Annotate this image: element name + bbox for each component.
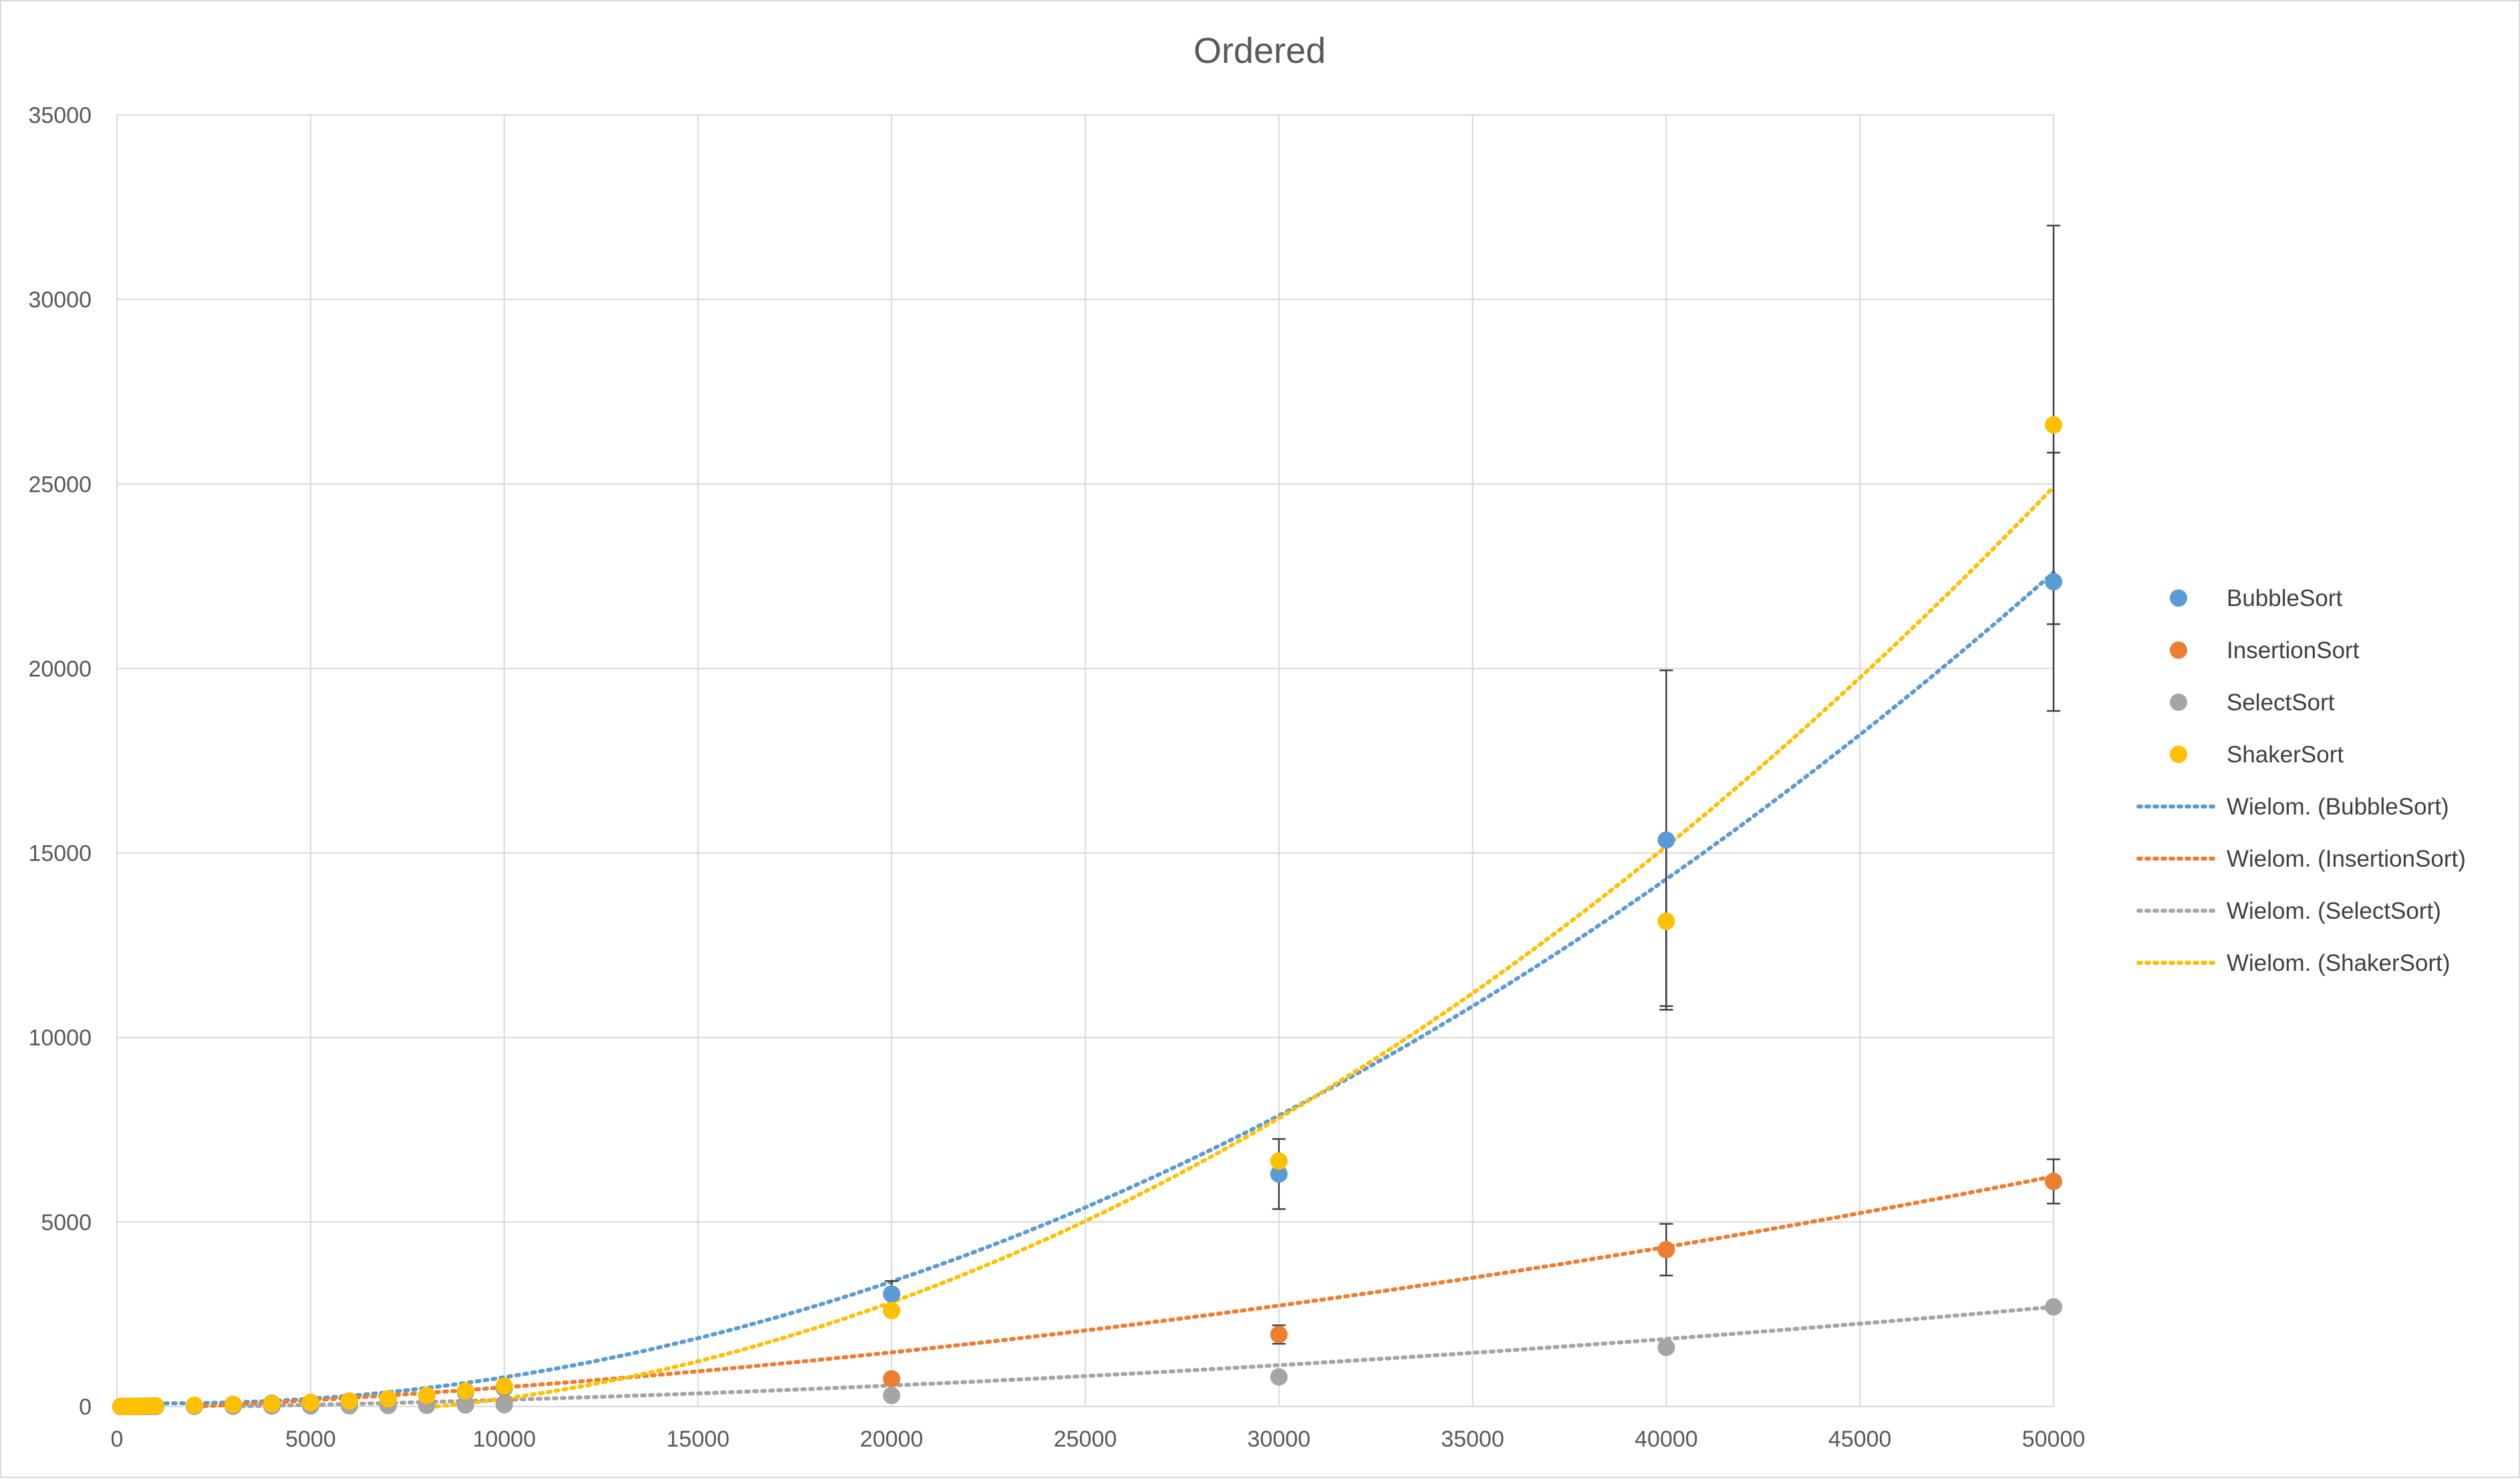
- legend-label: Wielom. (SelectSort): [2227, 898, 2441, 924]
- data-point: [1270, 1165, 1288, 1183]
- legend-marker: [2170, 641, 2187, 659]
- y-tick-label: 10000: [28, 1026, 92, 1051]
- legend-label: Wielom. (ShakerSort): [2227, 950, 2451, 976]
- legend-label: ShakerSort: [2227, 742, 2344, 768]
- data-point: [883, 1386, 901, 1404]
- x-tick-label: 15000: [666, 1427, 730, 1452]
- data-point: [495, 1396, 513, 1414]
- data-point: [1657, 831, 1675, 849]
- y-tick-label: 25000: [28, 472, 92, 497]
- data-point: [185, 1396, 203, 1415]
- data-point: [1270, 1326, 1288, 1344]
- data-point: [340, 1392, 358, 1410]
- x-tick-label: 45000: [1828, 1427, 1892, 1452]
- x-tick-label: 5000: [285, 1427, 336, 1452]
- x-tick-label: 25000: [1054, 1427, 1117, 1452]
- data-point: [224, 1395, 242, 1413]
- data-point: [883, 1302, 901, 1320]
- y-tick-label: 15000: [28, 841, 92, 867]
- data-point: [2045, 573, 2062, 591]
- legend-label: SelectSort: [2227, 690, 2335, 716]
- legend: BubbleSort InsertionSort SelectSort ShakerS…: [2136, 585, 2466, 976]
- data-point: [2045, 416, 2062, 434]
- x-tick-label: 10000: [472, 1427, 536, 1452]
- x-tick-label: 20000: [860, 1427, 924, 1452]
- data-point: [1270, 1368, 1288, 1386]
- y-tick-label: 5000: [41, 1210, 92, 1235]
- data-point: [1657, 1241, 1675, 1259]
- data-point: [883, 1285, 901, 1303]
- trendline: [231, 1304, 2056, 1409]
- y-tick-label: 35000: [28, 103, 92, 128]
- y-tick-label: 30000: [28, 287, 92, 313]
- data-point: [147, 1396, 164, 1415]
- trendline: [202, 1174, 2056, 1409]
- tick-labels: 0 5000 10000 15000 20000 25000 30000 35000 0 5000…: [28, 103, 2085, 1452]
- data-point: [1657, 1338, 1675, 1356]
- legend-label: BubbleSort: [2227, 585, 2342, 611]
- data-point: [495, 1377, 513, 1395]
- legend-marker: [2170, 589, 2187, 607]
- data-point: [301, 1393, 319, 1411]
- data-point: [418, 1386, 436, 1404]
- legend-label: InsertionSort: [2227, 637, 2360, 663]
- data-points: [112, 416, 2062, 1415]
- data-point: [456, 1382, 474, 1400]
- data-point: [883, 1370, 901, 1388]
- data-point: [2045, 1173, 2062, 1191]
- data-point: [1657, 912, 1675, 930]
- y-tick-label: 0: [79, 1394, 92, 1420]
- gridlines: [116, 114, 2054, 1407]
- legend-label: Wielom. (BubbleSort): [2227, 794, 2449, 820]
- x-tick-label: 0: [111, 1427, 124, 1452]
- x-tick-label: 35000: [1441, 1427, 1504, 1452]
- x-tick-label: 30000: [1248, 1427, 1311, 1452]
- x-tick-label: 40000: [1635, 1427, 1698, 1452]
- trendline: [115, 570, 2056, 1406]
- data-point: [2045, 1298, 2062, 1316]
- legend-marker: [2170, 746, 2187, 763]
- data-point: [379, 1390, 397, 1408]
- chart-title: Ordered: [1194, 31, 1326, 71]
- y-tick-label: 20000: [28, 656, 92, 682]
- x-tick-label: 50000: [2022, 1427, 2086, 1452]
- data-point: [1270, 1152, 1288, 1170]
- legend-label: Wielom. (InsertionSort): [2227, 846, 2466, 872]
- data-point: [456, 1396, 474, 1414]
- data-point: [263, 1394, 281, 1413]
- legend-marker: [2170, 694, 2187, 711]
- trendline: [434, 485, 2056, 1409]
